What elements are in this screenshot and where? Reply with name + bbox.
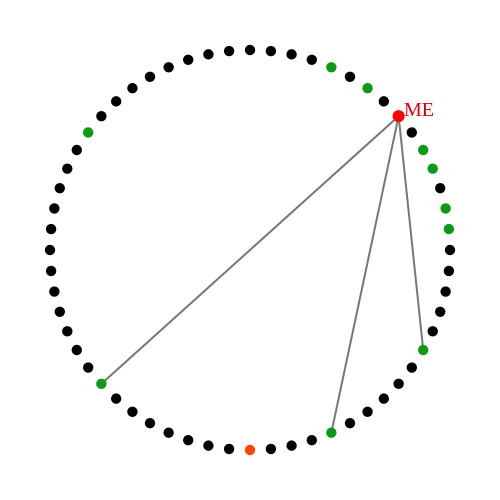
ring-node: [224, 46, 234, 56]
ring-node: [46, 266, 56, 276]
ring-node: [62, 163, 72, 173]
ring-node: [428, 326, 438, 336]
ring-node: [45, 245, 55, 255]
highlighted-node: [326, 62, 336, 72]
ring-node: [163, 62, 173, 72]
ring-node: [72, 345, 82, 355]
ring-node: [440, 286, 450, 296]
ring-node: [307, 435, 317, 445]
ring-node: [49, 286, 59, 296]
ring-node: [362, 407, 372, 417]
ring-node: [435, 183, 445, 193]
ring-node: [127, 407, 137, 417]
ring-node: [163, 428, 173, 438]
ring-node: [83, 362, 93, 372]
ring-node: [444, 266, 454, 276]
ring-node: [407, 362, 417, 372]
ring-node: [55, 183, 65, 193]
special-node: [245, 445, 255, 455]
ring-node: [379, 393, 389, 403]
ring-node: [183, 435, 193, 445]
ring-node: [127, 83, 137, 93]
ring-node: [379, 96, 389, 106]
ring-node: [111, 96, 121, 106]
highlighted-node: [440, 203, 450, 213]
highlighted-node: [362, 83, 372, 93]
ring-node: [111, 393, 121, 403]
me-node: [393, 110, 405, 122]
ring-node: [307, 55, 317, 65]
ring-node: [345, 72, 355, 82]
ring-node: [203, 49, 213, 59]
ring-node: [345, 418, 355, 428]
ring-node: [55, 307, 65, 317]
highlighted-node: [418, 345, 428, 355]
ring-node: [145, 72, 155, 82]
highlighted-node: [428, 163, 438, 173]
ring-node: [245, 45, 255, 55]
ring-node: [286, 440, 296, 450]
highlighted-node: [418, 145, 428, 155]
ring-node: [266, 444, 276, 454]
ring-node: [96, 111, 106, 121]
highlighted-node: [326, 428, 336, 438]
highlighted-node: [444, 224, 454, 234]
ring-node: [266, 46, 276, 56]
ring-node: [145, 418, 155, 428]
ring-node: [203, 440, 213, 450]
ring-node: [49, 203, 59, 213]
me-label: ME: [404, 99, 434, 121]
ring-node: [62, 326, 72, 336]
ring-node: [445, 245, 455, 255]
ring-node: [183, 55, 193, 65]
highlighted-node: [96, 379, 106, 389]
ring-node: [72, 145, 82, 155]
ring-node: [46, 224, 56, 234]
ring-node: [393, 379, 403, 389]
ring-node: [435, 307, 445, 317]
highlighted-node: [83, 127, 93, 137]
ring-node: [224, 444, 234, 454]
ring-node: [286, 49, 296, 59]
ring-node: [407, 127, 417, 137]
